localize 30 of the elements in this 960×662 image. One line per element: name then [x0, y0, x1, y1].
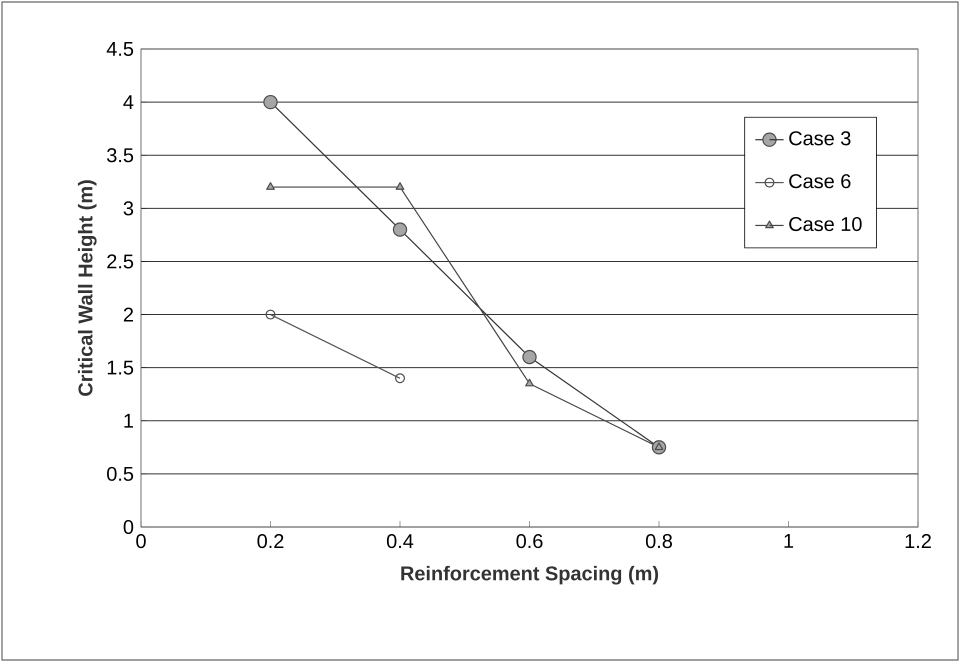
y-tick-label: 4: [123, 95, 134, 109]
y-tick-label: 4.5: [106, 42, 134, 56]
y-tick-label: 0: [124, 520, 134, 534]
point: [392, 222, 408, 237]
legend-label: Case 6: [789, 174, 850, 188]
y-tick-label: 1.5: [108, 360, 134, 375]
point: [266, 310, 276, 320]
y-tick-label: 0.5: [107, 466, 134, 481]
point: [396, 182, 404, 190]
point: [522, 350, 537, 364]
y-tick-label: 2.5: [107, 254, 134, 268]
legend-label: Case 10: [789, 217, 862, 232]
point: [266, 182, 275, 190]
x-tick-label: 0: [136, 534, 146, 548]
y-tick-label: 2: [124, 308, 133, 322]
x-tick-label: 0.6: [516, 534, 542, 548]
x-tick-label: 0.8: [646, 534, 672, 548]
x-tick-label: 1.2: [906, 534, 931, 548]
y-tick-label: 3.5: [107, 148, 134, 162]
x-tick-label: 1: [784, 534, 794, 548]
point: [525, 378, 534, 386]
x-tick-label: 0.2: [257, 534, 284, 548]
point: [263, 94, 278, 110]
x-axis-title: Reinforcement Spacing (m): [401, 566, 658, 584]
y-tick-label: 1: [124, 414, 134, 428]
point: [395, 373, 405, 384]
y-tick-label: 3: [124, 201, 134, 216]
x-tick-label: 0.4: [386, 534, 414, 548]
y-axis-title: Critical Wall Height (m): [78, 180, 97, 396]
legend-label: Case 3: [789, 131, 850, 146]
